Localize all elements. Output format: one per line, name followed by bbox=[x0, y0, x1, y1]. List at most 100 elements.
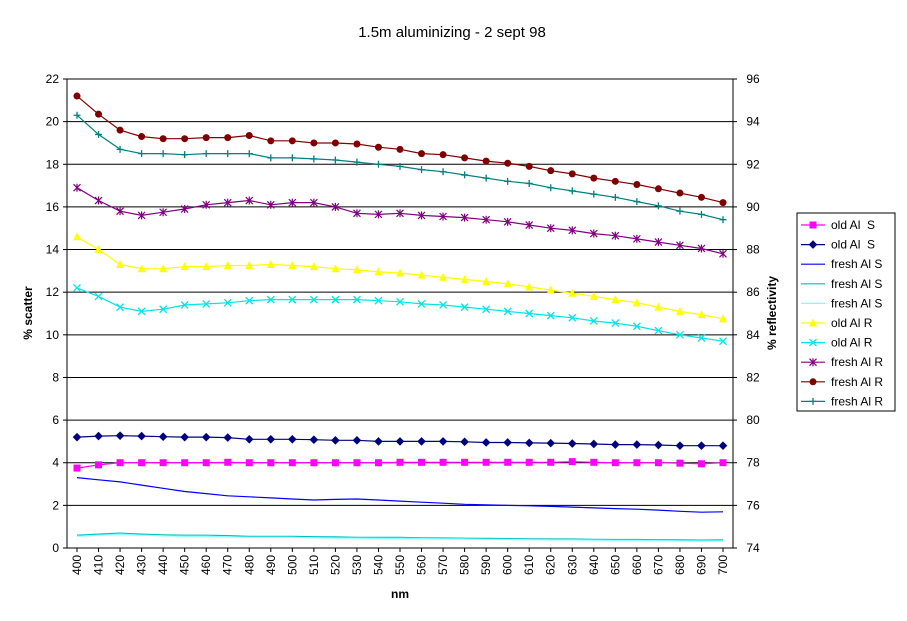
data-point bbox=[95, 461, 103, 469]
data-point bbox=[611, 193, 619, 201]
x-tick-label: 530 bbox=[350, 555, 364, 575]
legend-label: old Al S bbox=[831, 238, 875, 252]
series-line bbox=[76, 287, 724, 342]
x-tick-label: 470 bbox=[221, 555, 235, 575]
data-point bbox=[633, 459, 641, 467]
data-point bbox=[567, 439, 577, 448]
y-right-tick-label: 88 bbox=[746, 243, 760, 257]
legend-marker bbox=[809, 358, 817, 367]
data-point bbox=[675, 441, 685, 450]
data-point bbox=[158, 432, 168, 442]
data-point bbox=[223, 298, 232, 307]
x-tick-label: 650 bbox=[608, 555, 622, 575]
legend-item: old Al S bbox=[801, 238, 875, 252]
data-point bbox=[654, 302, 663, 311]
data-point bbox=[460, 437, 469, 447]
data-point bbox=[202, 134, 210, 142]
data-point bbox=[352, 295, 361, 304]
legend: old Al S old Al S fresh Al S fresh Al S fres… bbox=[796, 212, 896, 412]
data-point bbox=[180, 432, 189, 442]
data-point bbox=[353, 459, 361, 467]
data-point bbox=[418, 150, 426, 158]
x-tick-label: 600 bbox=[501, 555, 515, 575]
data-point bbox=[138, 459, 146, 467]
data-point bbox=[245, 296, 254, 305]
data-point bbox=[611, 295, 620, 304]
data-point bbox=[202, 459, 210, 467]
data-point bbox=[590, 190, 598, 198]
y-right-tick-label: 80 bbox=[746, 413, 760, 427]
data-point bbox=[288, 198, 297, 207]
data-point bbox=[417, 270, 426, 279]
legend-label: old Al R bbox=[831, 336, 873, 350]
data-point bbox=[116, 145, 124, 153]
x-tick-label: 550 bbox=[393, 555, 407, 575]
chart-title: 1.5m aluminizing - 2 sept 98 bbox=[358, 24, 546, 41]
y-axis-right-label: % reflectivity bbox=[765, 276, 779, 350]
data-point bbox=[482, 277, 491, 286]
data-point bbox=[611, 319, 620, 328]
data-point bbox=[245, 459, 253, 467]
data-point bbox=[181, 151, 189, 159]
series-line bbox=[76, 533, 724, 542]
series-group bbox=[72, 92, 728, 542]
data-point bbox=[590, 458, 598, 466]
data-point bbox=[633, 198, 641, 206]
y-left-tick-label: 18 bbox=[46, 157, 60, 171]
data-point bbox=[116, 303, 125, 312]
legend-marker bbox=[808, 240, 818, 249]
data-point bbox=[525, 162, 533, 170]
data-point bbox=[180, 205, 189, 214]
data-point bbox=[396, 145, 404, 153]
data-point bbox=[224, 150, 232, 158]
data-point bbox=[310, 155, 318, 163]
data-point bbox=[374, 459, 382, 467]
data-point bbox=[654, 202, 662, 210]
data-point bbox=[719, 337, 727, 346]
data-point bbox=[481, 438, 491, 447]
data-point bbox=[288, 459, 296, 467]
x-tick-label: 680 bbox=[673, 555, 687, 575]
x-tick-label: 540 bbox=[371, 555, 385, 575]
data-point bbox=[288, 295, 297, 304]
data-point bbox=[697, 310, 706, 319]
y-right-tick-label: 86 bbox=[746, 285, 760, 299]
data-point bbox=[331, 436, 340, 445]
legend-item: fresh Al R bbox=[801, 355, 883, 369]
legend-label: fresh Al S bbox=[831, 257, 882, 271]
y-right-tick-label: 76 bbox=[746, 498, 760, 512]
data-point bbox=[719, 249, 727, 258]
data-point bbox=[310, 139, 318, 147]
data-point bbox=[482, 305, 491, 314]
series-7 bbox=[73, 283, 727, 346]
data-point bbox=[525, 309, 534, 318]
data-point bbox=[525, 458, 533, 466]
data-point bbox=[654, 326, 663, 335]
legend-label: old Al S bbox=[831, 218, 875, 232]
data-point bbox=[417, 437, 426, 446]
data-point bbox=[245, 131, 253, 139]
y-left-tick-label: 20 bbox=[46, 115, 60, 129]
y-left-tick-label: 10 bbox=[46, 328, 60, 342]
legend-label: fresh Al R bbox=[831, 355, 883, 369]
series-10 bbox=[73, 111, 727, 224]
data-point bbox=[159, 150, 167, 158]
data-point bbox=[267, 154, 275, 162]
data-point bbox=[137, 307, 146, 316]
legend-item: old Al R bbox=[801, 316, 873, 330]
y-axis-left-label: % scatter bbox=[21, 286, 35, 340]
x-tick-label: 610 bbox=[522, 555, 536, 575]
data-point bbox=[115, 431, 125, 440]
series-6 bbox=[73, 232, 727, 323]
data-point bbox=[73, 183, 81, 192]
x-tick-label: 670 bbox=[651, 555, 665, 575]
data-point bbox=[94, 196, 103, 205]
data-point bbox=[352, 265, 361, 274]
y-right-tick-label: 78 bbox=[746, 456, 760, 470]
data-point bbox=[180, 301, 189, 309]
data-point bbox=[138, 150, 146, 158]
data-point bbox=[461, 458, 469, 466]
legend-marker bbox=[809, 338, 817, 347]
data-point bbox=[309, 435, 319, 445]
